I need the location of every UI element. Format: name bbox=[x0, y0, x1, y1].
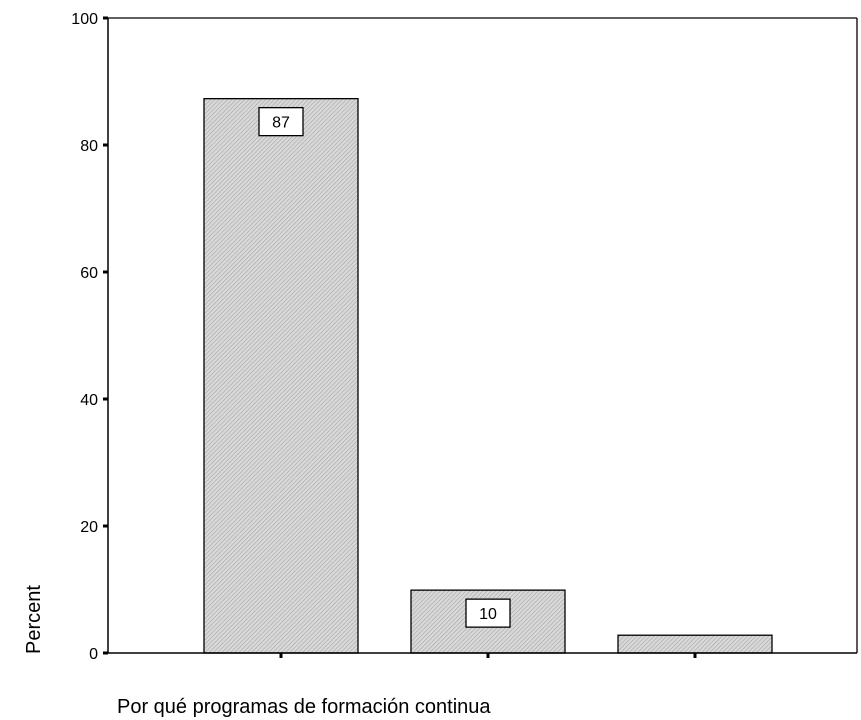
x-axis-title: Por qué programas de formación continua bbox=[117, 696, 491, 718]
y-tick-label: 0 bbox=[89, 646, 98, 663]
data-label-box bbox=[258, 106, 304, 137]
y-tick-label: 100 bbox=[71, 11, 98, 28]
y-tick-label: 60 bbox=[80, 265, 98, 282]
data-label: 87 bbox=[272, 115, 290, 132]
y-tick-label: 20 bbox=[80, 519, 98, 536]
y-tick-label: 80 bbox=[80, 138, 98, 155]
bar bbox=[617, 634, 773, 654]
y-tick-label: 40 bbox=[80, 392, 98, 409]
data-label: 10 bbox=[479, 606, 497, 623]
y-axis-title: Percent bbox=[23, 585, 45, 654]
data-label-box bbox=[465, 598, 511, 628]
bar bbox=[203, 97, 359, 654]
